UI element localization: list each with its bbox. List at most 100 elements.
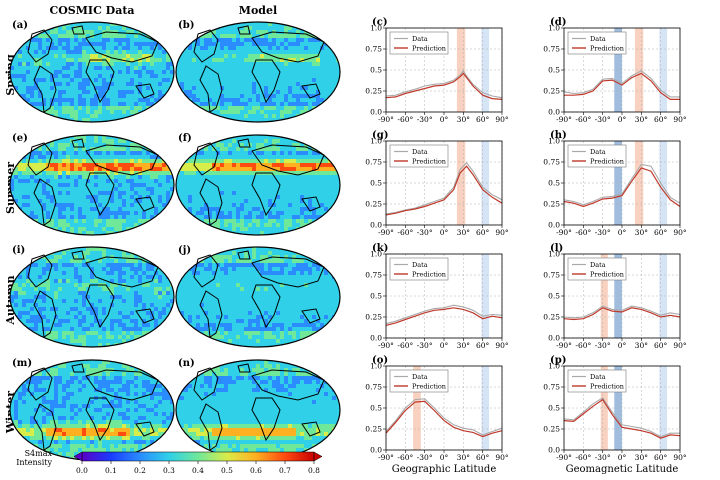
panel-label: (g) (372, 130, 388, 141)
legend-label-data: Data (590, 35, 606, 43)
y-tick-label: 1.0 (370, 24, 382, 33)
colorbar-tick-label: 0.6 (250, 466, 262, 475)
x-tick-label: 0° (440, 115, 449, 124)
x-tick-label: -90° (556, 453, 572, 462)
y-tick-label: 0.75 (365, 158, 382, 167)
coastlines (27, 25, 159, 113)
line-chart: 0.0 0.25 0.5 0.75 1.0 -90° -60° -30° 0° 30° 60° 90°… (365, 17, 509, 124)
panel-label: (k) (372, 243, 388, 254)
x-tick-label: 90° (673, 453, 687, 462)
header-cosmic-data: COSMIC Data (49, 4, 134, 17)
line-chart-panels: 0.00.250.50.751.0-90° -60° -30° 0° 30° 60° 90°… (365, 17, 687, 462)
colorbar-tick-label: 0.3 (163, 466, 175, 475)
panel-label: (m) (12, 358, 32, 369)
colorbar-title-line1: S4max (25, 449, 53, 458)
series-line-prediction (385, 307, 503, 326)
panel-label: (i) (12, 245, 25, 256)
x-tick-label: 90° (495, 115, 509, 124)
x-tick-label: 60° (654, 341, 668, 350)
legend-label-prediction: Prediction (412, 158, 446, 166)
x-tick-label: -30° (595, 115, 611, 124)
panel-label: (c) (372, 17, 388, 28)
globe-outline (175, 246, 341, 348)
x-tick-label: 30° (457, 115, 471, 124)
legend: Data Prediction (567, 257, 627, 281)
x-tick-label: -60° (575, 453, 591, 462)
coastlines (27, 363, 159, 451)
highlight-band (634, 28, 644, 112)
panel-label: (j) (178, 245, 191, 256)
globe-outline (9, 21, 175, 123)
series-line-data (563, 397, 680, 438)
panel-label: (l) (550, 243, 563, 254)
y-tick-label: 0.5 (548, 179, 560, 188)
xlabel-geomagnetic: Geomagnetic Latitude (566, 464, 679, 475)
x-tick-label: -90° (556, 341, 572, 350)
xlabel-geographic: Geographic Latitude (392, 464, 497, 475)
x-tick-label: -60° (397, 453, 413, 462)
panel-label: (n) (178, 358, 195, 369)
x-tick-label: 60° (476, 228, 490, 237)
x-tick-label: 60° (476, 341, 490, 350)
x-tick-label: -60° (397, 115, 413, 124)
colorbar-tick-label: 0.7 (279, 466, 291, 475)
x-tick-label: 30° (635, 453, 649, 462)
x-tick-label: 0° (440, 228, 449, 237)
y-tick-label: 0.0 (548, 446, 560, 455)
globe-outline (9, 134, 175, 236)
x-tick-label: -60° (575, 341, 591, 350)
highlight-band (614, 366, 622, 450)
x-tick-label: 90° (495, 453, 509, 462)
colorbar: S4max Intensity 0.0 0.1 0.2 0.3 0.4 0.5 0.6 0.7… (16, 449, 323, 475)
y-tick-label: 0.5 (548, 292, 560, 301)
series-line-prediction (385, 400, 503, 438)
coastlines (193, 250, 325, 338)
x-tick-label: -30° (417, 341, 433, 350)
highlight-band (614, 254, 622, 338)
legend: Data Prediction (389, 31, 449, 55)
x-tick-label: 30° (635, 115, 649, 124)
x-tick-label: -90° (556, 228, 572, 237)
series-line-prediction (385, 72, 503, 100)
x-tick-label: -90° (378, 453, 394, 462)
world-map (9, 359, 175, 461)
panel-label: (d) (550, 17, 566, 28)
x-tick-label: 30° (635, 228, 649, 237)
x-tick-label: -30° (417, 115, 433, 124)
line-chart: 0.0 0.25 0.5 0.75 1.0 -90° -60° -30° 0° 30° 60° 90°… (543, 243, 687, 350)
line-chart: 0.0 0.25 0.5 0.75 1.0 -90° -60° -30° 0° 30° 60° 90°… (365, 355, 509, 462)
series-line-data (385, 161, 503, 215)
legend-label-prediction: Prediction (412, 383, 446, 391)
colorbar-tick-label: 0.8 (308, 466, 320, 475)
colorbar-tick-label: 0.5 (221, 466, 233, 475)
legend-label-data: Data (412, 373, 428, 381)
y-tick-label: 0.75 (543, 158, 560, 167)
colorbar-tick-label: 0.2 (134, 466, 146, 475)
panel-label: (h) (550, 130, 567, 141)
coastlines (27, 250, 159, 338)
x-tick-label: 90° (495, 341, 509, 350)
x-tick-label: 60° (476, 115, 490, 124)
y-tick-label: 0.75 (543, 271, 560, 280)
x-tick-label: -60° (397, 228, 413, 237)
legend: Data Prediction (389, 369, 449, 393)
colorbar-tick-label: 0.0 (76, 466, 88, 475)
x-tick-label: 0° (618, 341, 627, 350)
highlight-band (481, 254, 490, 338)
line-chart: 0.0 0.25 0.5 0.75 1.0 -90° -60° -30° 0° 30° 60° 90°… (365, 130, 509, 237)
y-tick-label: 1.0 (370, 137, 382, 146)
y-tick-label: 0.0 (370, 334, 382, 343)
world-map (175, 246, 341, 348)
x-tick-label: -90° (556, 115, 572, 124)
series-line-prediction (564, 72, 680, 101)
y-tick-label: 0.0 (548, 221, 560, 230)
globe-outline (9, 246, 175, 348)
y-tick-label: 0.5 (548, 66, 560, 75)
line-chart: 0.0 0.25 0.5 0.75 1.0 -90° -60° -30° 0° 30° 60° 90°… (365, 243, 509, 350)
y-tick-label: 0.75 (543, 383, 560, 392)
x-tick-label: 0° (440, 453, 449, 462)
y-tick-label: 1.0 (548, 362, 560, 371)
panel-label: (b) (178, 20, 194, 31)
x-tick-label: -60° (397, 341, 413, 350)
